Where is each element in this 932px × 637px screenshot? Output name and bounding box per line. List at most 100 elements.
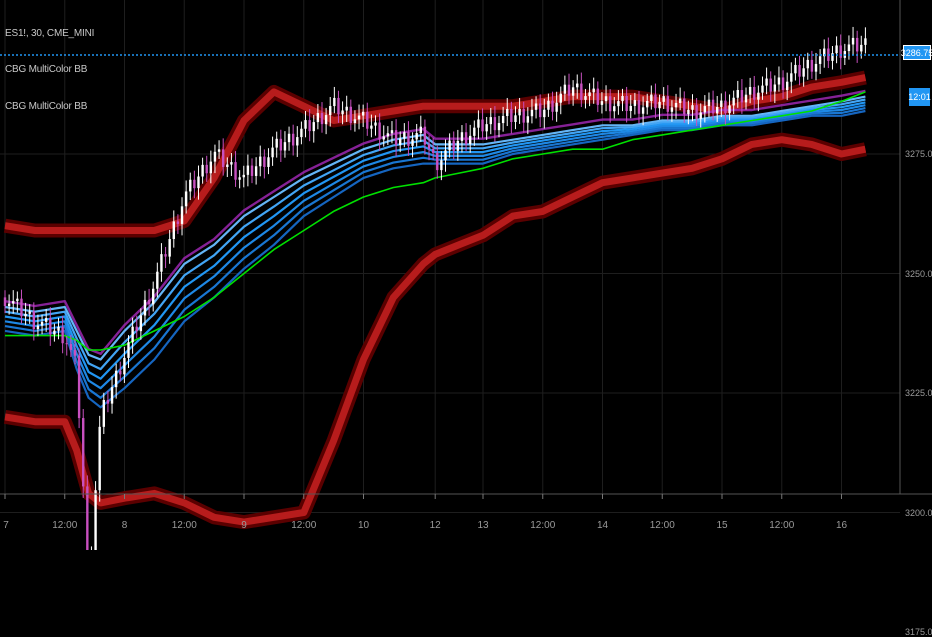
candle-body [666,96,669,112]
candle-body [329,106,332,116]
inner-band-line [4,107,866,399]
candle-body [629,105,632,112]
time-tick-label: 13 [477,520,489,531]
candle-body [860,44,863,52]
candle-body [36,325,40,330]
candle-body [687,109,690,115]
lower-outer-band [4,136,867,526]
candle-body [320,113,324,125]
symbol-legend[interactable]: ES1!, 30, CME_MINI [5,28,95,39]
candle-body [263,156,266,167]
time-tick-label: 9 [241,520,247,531]
time-tick-label: 12 [429,520,441,531]
candle-body [534,103,538,110]
candle-body [456,140,460,151]
candle-body [777,77,781,85]
candle-body [744,94,748,103]
candle-body [769,78,772,92]
candle-body [20,298,23,317]
candle-body [559,93,562,103]
candle-body [818,56,822,64]
candle-body [522,108,525,123]
candle-body [740,90,744,103]
candle-body [156,271,159,289]
price-tick-label: 3275.00 [905,149,932,159]
candle-body [625,96,628,112]
candle-body [810,59,814,72]
candle-body [514,115,517,122]
price-chart[interactable] [0,0,932,550]
time-tick-label: 7 [3,520,9,531]
time-tick-label: 16 [835,520,848,531]
candle-body [489,117,492,125]
candle-body [452,140,455,151]
inner-band-line [4,98,866,371]
candle-body [481,119,484,132]
inner-band-line [4,104,866,390]
candle-body [761,85,764,93]
candle-body [217,149,221,152]
candle-body [180,206,184,224]
candle-body [736,90,739,98]
candle-body [436,152,439,171]
candle-body [205,164,208,174]
time-tick-label: 10 [357,520,370,531]
candle-body [847,44,851,52]
candle-body [444,150,447,161]
candle-body [419,126,422,134]
time-tick-label: 12:00 [530,520,556,531]
candle-body [526,116,530,123]
candle-body [57,326,60,331]
candle-body [394,130,398,145]
price-tick-label: 3175.00 [905,627,932,637]
time-tick-label: 12:00 [769,520,795,531]
candle-body [386,133,390,137]
candle-body [823,48,826,57]
candle-body [77,355,81,419]
candle-body [333,97,336,107]
candle-body [563,84,567,94]
candle-body [357,115,361,120]
price-tick-label: 3200.00 [905,507,932,518]
candle-body [139,315,143,332]
time-tick-label: 12:00 [52,520,78,531]
time-tick-label: 8 [121,520,128,531]
candle-body [361,111,365,116]
candle-body [711,99,715,114]
candle-body [250,165,254,176]
candle-body [399,138,402,145]
last-price-tag: 3286.75 [901,45,932,60]
candle-body [604,96,608,102]
candle-body [600,101,604,105]
candle-body [580,83,583,100]
candle-body [304,120,307,129]
candle-body [403,132,406,139]
candle-body [189,179,192,192]
candle-body [440,160,443,171]
candle-body [283,142,287,151]
candle-body [28,311,31,314]
candle-body [728,105,731,114]
candle-body [86,486,89,550]
candle-body [613,106,616,112]
indicator-legend-1[interactable]: CBG MultiColor BB [5,64,88,75]
candle-body [184,191,188,207]
candle-body [172,221,175,240]
candle-body [538,103,542,118]
candle-body [670,107,674,112]
candle-body [147,299,151,305]
candle-body [209,161,213,174]
candle-body [707,99,711,107]
candle-body [460,132,464,141]
candle-body [275,138,278,148]
candle-body [135,326,138,332]
candle-body [366,111,369,129]
candle-body [73,349,77,356]
indicator-legend-2[interactable]: CBG MultiColor BB [5,101,88,112]
candle-body [341,110,344,115]
candle-body [378,122,381,140]
candle-body [143,299,147,316]
candle-body [234,162,237,180]
inner-band-line [4,101,866,380]
candle-body [431,148,435,153]
